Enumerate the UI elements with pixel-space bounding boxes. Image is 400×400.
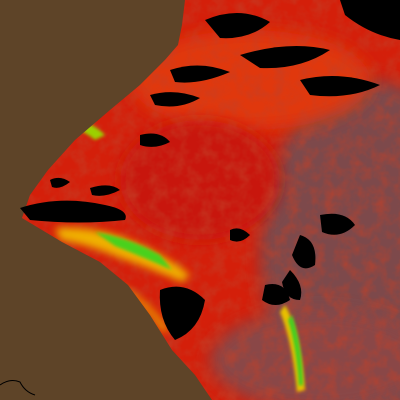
coastline [0,380,36,396]
cloud-mask [20,0,400,340]
